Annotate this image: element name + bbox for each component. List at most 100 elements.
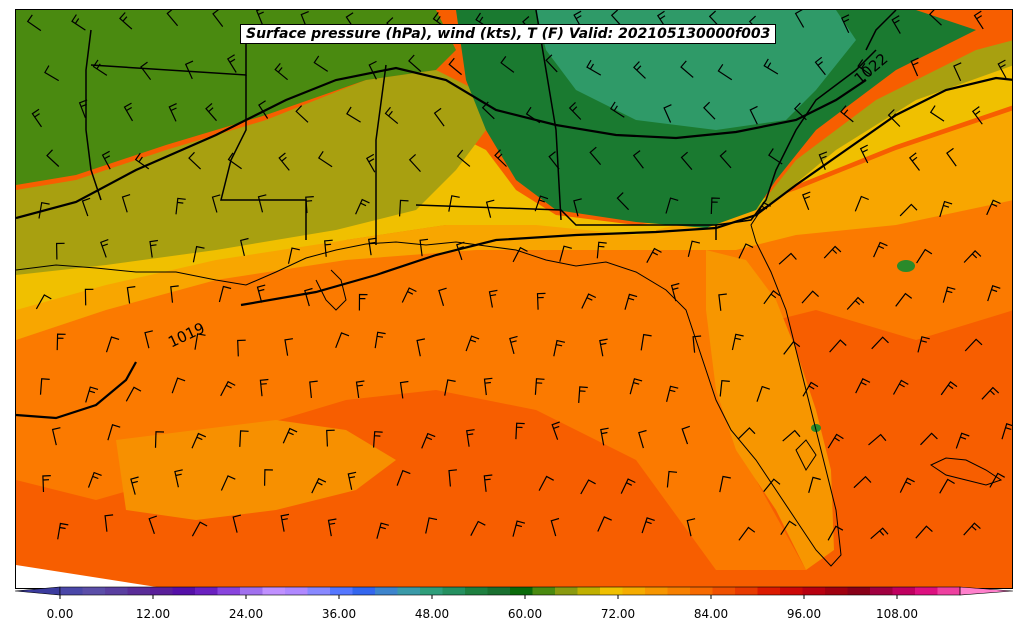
wind-barb: [327, 518, 337, 537]
colorbar-tick-label: 24.00: [228, 607, 264, 621]
wind-barb: [191, 521, 208, 537]
wind-barb: [368, 237, 377, 256]
wind-barb: [188, 151, 202, 170]
wind-barb: [365, 153, 376, 173]
wind-barb: [311, 477, 327, 494]
colorbar-cell: [330, 587, 353, 595]
wind-barb: [763, 478, 781, 492]
colorbar-tick-label: 108.00: [876, 607, 918, 621]
wind-barb: [148, 515, 157, 534]
wind-barb: [953, 62, 962, 81]
wind-barb: [871, 336, 889, 350]
colorbar-cell: [397, 587, 421, 595]
wind-barb: [55, 242, 65, 260]
no-data-region: [16, 565, 164, 588]
isobar-line: [16, 361, 137, 420]
wind-barb: [793, 102, 807, 121]
wind-barb: [483, 377, 493, 396]
colorbar-cell: [600, 587, 623, 595]
wind-barb: [942, 286, 956, 303]
wind-barb: [444, 379, 456, 396]
wind-barb: [368, 60, 377, 80]
wind-barb: [347, 471, 357, 490]
map-area: 1019 1022 Surface pressure (hPa), wind (…: [15, 9, 1013, 589]
temperature-band-yellow: [16, 60, 1012, 310]
wind-barb: [609, 101, 625, 118]
colorbar-cell: [802, 587, 826, 595]
wind-barb: [534, 195, 549, 212]
wind-barb: [278, 152, 290, 171]
wind-barb: [144, 330, 153, 349]
colorbar-cell: [870, 587, 893, 595]
wind-barb: [946, 147, 957, 167]
temperature-band-florida-peninsula: [706, 250, 834, 570]
wind-barb: [823, 245, 842, 259]
wind-barb: [814, 56, 826, 76]
wind-barb: [989, 472, 1005, 488]
wind-barb: [929, 105, 945, 122]
wind-barb: [465, 335, 480, 352]
colorbar-cell: [420, 587, 443, 595]
temperature-band-gulf-orange: [16, 180, 1012, 570]
wind-barb: [512, 246, 528, 263]
wind-barb: [646, 247, 662, 263]
colorbar-cell: [667, 587, 691, 595]
colorbar-tick-label: 72.00: [600, 607, 636, 621]
wind-barb: [586, 59, 602, 76]
wind-barb: [632, 150, 644, 169]
wind-barb: [928, 10, 942, 26]
wind-barb: [737, 427, 756, 440]
wind-barb: [802, 381, 819, 397]
wind-barb: [1001, 423, 1012, 440]
isobar-line: [240, 76, 1012, 307]
wind-barb: [232, 514, 242, 533]
wind-barb: [827, 525, 844, 541]
wind-barb: [559, 245, 572, 262]
wind-barb: [433, 107, 445, 127]
wind-barb: [633, 61, 646, 79]
colorbar-cell: [690, 587, 713, 595]
wind-barb: [408, 153, 421, 173]
wind-barb: [227, 152, 242, 170]
wind-barb: [719, 379, 730, 397]
wind-barb: [599, 338, 608, 357]
wind-barb: [855, 377, 871, 394]
wind-barb: [550, 517, 560, 537]
wind-barb: [256, 284, 266, 303]
wind-barb: [916, 248, 933, 264]
wind-barb: [373, 431, 383, 448]
wind-barb: [596, 241, 607, 259]
wind-barb: [997, 59, 1007, 79]
wind-barb: [218, 285, 232, 303]
wind-barb: [309, 380, 318, 398]
wind-barb: [51, 427, 61, 446]
wind-barb: [258, 100, 269, 119]
temperature-band-olive-northeast: [756, 40, 1012, 210]
wind-barb: [282, 427, 298, 444]
wind-barb: [335, 332, 350, 349]
wind-barb: [105, 336, 120, 353]
wind-barb: [939, 478, 955, 494]
wind-barb: [324, 239, 333, 257]
wind-barb: [168, 103, 177, 122]
isobar-line: [16, 66, 867, 220]
colorbar-cell: [307, 587, 331, 595]
wind-barb: [620, 478, 636, 494]
wind-barb: [194, 333, 206, 350]
wind-barb: [78, 99, 88, 119]
wind-barb: [140, 61, 152, 81]
colorbar-cell: [915, 587, 938, 595]
wind-barb: [818, 151, 828, 170]
colorbar-cell: [105, 587, 128, 595]
wind-barb: [538, 475, 554, 491]
wind-barb: [718, 293, 727, 311]
wind-barb: [873, 241, 888, 258]
wind-barb: [887, 109, 901, 127]
wind-barb: [358, 293, 368, 311]
colorbar-cell: [847, 587, 871, 595]
colorbar-cell: [510, 587, 533, 595]
wind-barb: [259, 378, 269, 397]
wind-barb: [738, 526, 756, 541]
wind-barb: [589, 146, 602, 165]
wind-barb: [134, 152, 150, 170]
